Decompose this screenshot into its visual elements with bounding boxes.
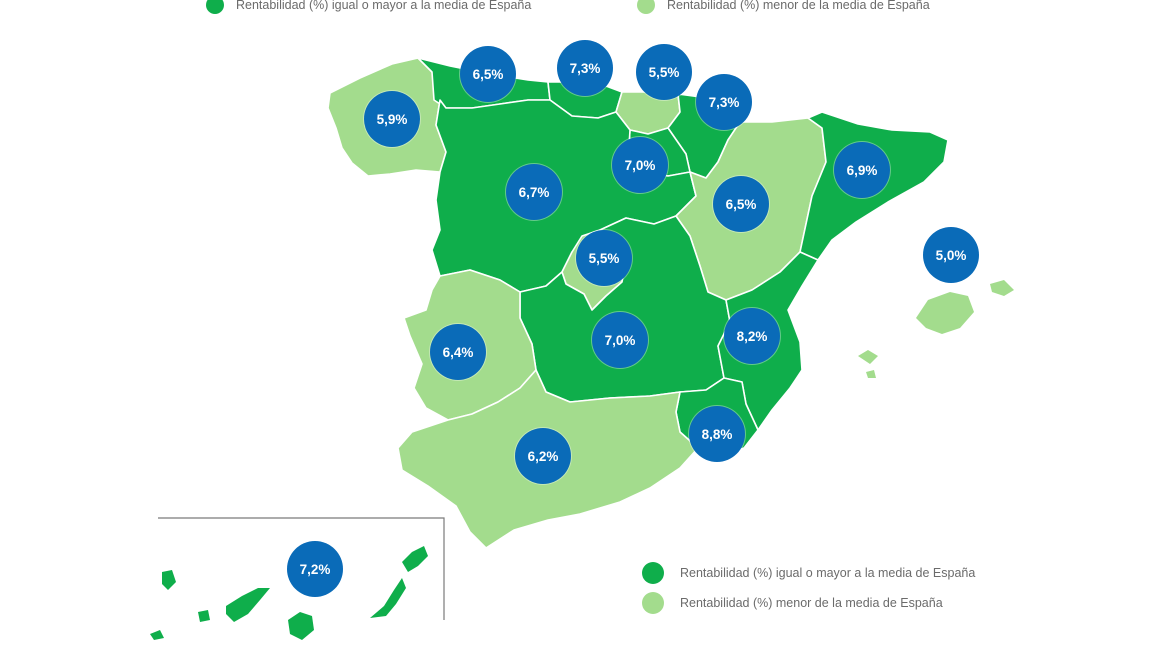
bubble-castilla-y-leon: 6,7% — [506, 164, 562, 220]
bubble-murcia: 8,8% — [689, 406, 745, 462]
bubble-la-rioja: 7,0% — [612, 137, 668, 193]
region-illes-balears — [858, 280, 1014, 378]
legend-dot-above-icon — [642, 562, 664, 584]
bubble-comunitat-valenciana: 8,2% — [724, 308, 780, 364]
bubble-madrid: 5,5% — [576, 230, 632, 286]
legend-dot-below-icon — [642, 592, 664, 614]
bubble-navarra: 7,3% — [696, 74, 752, 130]
legend-bottom-above: Rentabilidad (%) igual o mayor a la medi… — [642, 562, 975, 584]
legend-label: Rentabilidad (%) igual o mayor a la medi… — [680, 566, 976, 580]
legend-label: Rentabilidad (%) igual o mayor a la medi… — [236, 0, 532, 12]
bubble-castilla-la-mancha: 7,0% — [592, 312, 648, 368]
bubble-cataluna: 6,9% — [834, 142, 890, 198]
bubble-andalucia: 6,2% — [515, 428, 571, 484]
bubble-galicia: 5,9% — [364, 91, 420, 147]
bubble-asturias: 6,5% — [460, 46, 516, 102]
legend-label: Rentabilidad (%) menor de la media de Es… — [667, 0, 930, 12]
legend-dot-below-icon — [637, 0, 655, 14]
legend-bottom-below: Rentabilidad (%) menor de la media de Es… — [642, 592, 943, 614]
bubble-pais-vasco: 5,5% — [636, 44, 692, 100]
bubble-cantabria: 7,3% — [557, 40, 613, 96]
bubble-aragon: 6,5% — [713, 176, 769, 232]
region-canarias — [150, 546, 428, 640]
legend-dot-above-icon — [206, 0, 224, 14]
canarias-inset-frame — [158, 517, 445, 620]
bubble-illes-balears: 5,0% — [923, 227, 979, 283]
legend-label: Rentabilidad (%) menor de la media de Es… — [680, 596, 943, 610]
bubble-canarias: 7,2% — [287, 541, 343, 597]
legend-top-above: Rentabilidad (%) igual o mayor a la medi… — [206, 0, 531, 14]
bubble-extremadura: 6,4% — [430, 324, 486, 380]
legend-top-below: Rentabilidad (%) menor de la media de Es… — [637, 0, 930, 14]
